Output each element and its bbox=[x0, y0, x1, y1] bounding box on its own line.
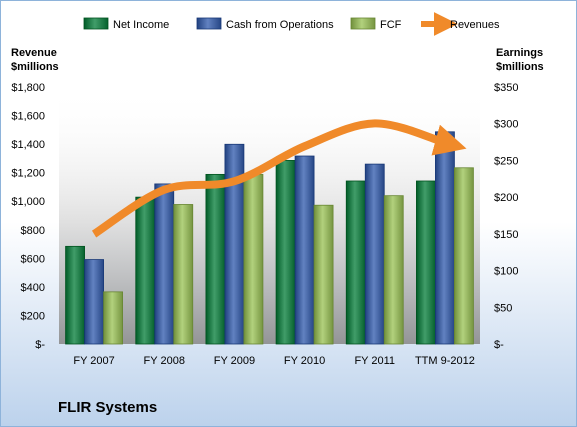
bar-net-income bbox=[135, 196, 156, 345]
bar-cash-from-operations bbox=[154, 183, 175, 345]
right-tick-label: $350 bbox=[494, 82, 518, 94]
legend-label-cash-from-operations: Cash from Operations bbox=[226, 19, 334, 31]
right-axis-title-units: $millions bbox=[496, 61, 544, 73]
left-tick-label: $1,800 bbox=[11, 82, 45, 94]
right-tick-label: $300 bbox=[494, 119, 518, 131]
bar-fcf bbox=[383, 195, 404, 345]
left-axis-title: Revenue bbox=[11, 47, 57, 59]
right-tick-label: $100 bbox=[494, 266, 518, 278]
legend-swatch-net-income bbox=[83, 17, 109, 30]
left-axis-title-units: $millions bbox=[11, 61, 59, 73]
right-axis-title: Earnings bbox=[496, 47, 543, 59]
legend-swatch-cash-from-operations bbox=[196, 17, 222, 30]
left-tick-label: $1,200 bbox=[11, 168, 45, 180]
bar-net-income bbox=[345, 180, 366, 345]
bar-cash-from-operations bbox=[84, 259, 104, 345]
x-tick-label: TTM 9-2012 bbox=[415, 355, 475, 367]
right-tick-label: $- bbox=[494, 339, 504, 351]
bar-net-income bbox=[205, 173, 226, 345]
legend-label-revenues: Revenues bbox=[450, 19, 500, 31]
left-tick-label: $800 bbox=[21, 225, 45, 237]
left-tick-label: $- bbox=[35, 339, 45, 351]
bar-net-income bbox=[65, 245, 85, 345]
x-tick-label: FY 2007 bbox=[73, 355, 114, 367]
x-tick-label: FY 2008 bbox=[144, 355, 185, 367]
bar-fcf bbox=[454, 167, 474, 345]
legend-label-net-income: Net Income bbox=[113, 19, 169, 31]
left-tick-label: $1,000 bbox=[11, 196, 45, 208]
bar-net-income bbox=[275, 160, 296, 345]
bar-net-income bbox=[416, 180, 436, 345]
left-tick-label: $400 bbox=[21, 282, 45, 294]
x-tick-label: FY 2010 bbox=[284, 355, 325, 367]
bar-cash-from-operations bbox=[224, 143, 245, 345]
bar-cash-from-operations bbox=[435, 131, 455, 345]
bar-fcf bbox=[173, 204, 194, 345]
right-tick-label: $250 bbox=[494, 155, 518, 167]
right-tick-label: $50 bbox=[494, 302, 512, 314]
bar-fcf bbox=[103, 291, 123, 345]
x-tick-label: FY 2011 bbox=[354, 355, 395, 367]
bar-cash-from-operations bbox=[364, 163, 385, 345]
bar-fcf bbox=[313, 204, 334, 345]
left-tick-label: $1,600 bbox=[11, 111, 45, 123]
legend-label-fcf: FCF bbox=[380, 19, 402, 31]
x-tick-label: FY 2009 bbox=[214, 355, 255, 367]
left-tick-label: $1,400 bbox=[11, 139, 45, 151]
left-tick-label: $200 bbox=[21, 310, 45, 322]
legend-swatch-fcf bbox=[350, 17, 376, 30]
bar-cash-from-operations bbox=[294, 155, 315, 345]
right-tick-label: $150 bbox=[494, 229, 518, 241]
bar-fcf bbox=[243, 173, 264, 345]
right-tick-label: $200 bbox=[494, 192, 518, 204]
company-name: FLIR Systems bbox=[58, 399, 158, 416]
left-tick-label: $600 bbox=[21, 253, 45, 265]
revenues-line bbox=[91, 119, 467, 238]
